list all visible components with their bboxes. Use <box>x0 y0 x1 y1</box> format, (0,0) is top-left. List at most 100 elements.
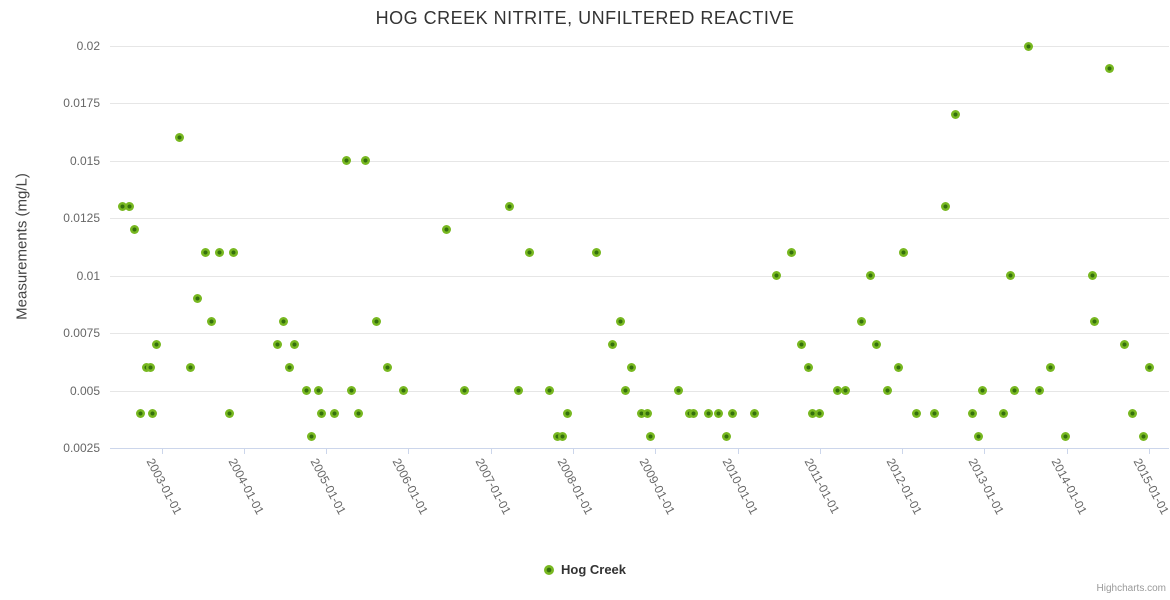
data-point[interactable] <box>1060 432 1070 441</box>
data-point[interactable] <box>642 409 652 419</box>
y-axis-tick-label: 0.0075 <box>63 326 100 341</box>
data-point[interactable] <box>371 317 381 327</box>
data-point[interactable] <box>1045 363 1055 373</box>
x-axis-tick-mark <box>655 448 657 454</box>
data-point[interactable] <box>505 202 515 212</box>
data-point[interactable] <box>714 409 724 419</box>
data-point[interactable] <box>441 225 451 235</box>
data-point[interactable] <box>301 386 311 396</box>
data-point[interactable] <box>129 225 139 235</box>
x-axis-tick-label: 2009-01-01 <box>636 456 679 517</box>
data-point[interactable] <box>1105 64 1115 74</box>
data-point[interactable] <box>771 271 781 281</box>
y-gridline <box>110 275 1169 277</box>
data-point[interactable] <box>689 409 699 419</box>
data-point[interactable] <box>207 317 217 327</box>
data-point[interactable] <box>797 340 807 350</box>
data-point[interactable] <box>124 202 134 212</box>
x-axis-tick-label: 2011-01-01 <box>801 456 843 516</box>
data-point[interactable] <box>342 156 352 166</box>
data-point[interactable] <box>1010 386 1020 396</box>
data-point[interactable] <box>225 409 235 419</box>
data-point[interactable] <box>978 386 988 396</box>
data-point[interactable] <box>329 409 339 419</box>
data-point[interactable] <box>621 386 631 396</box>
data-point[interactable] <box>898 248 908 258</box>
data-point[interactable] <box>117 202 127 212</box>
data-point[interactable] <box>193 294 203 304</box>
data-point[interactable] <box>1087 271 1097 281</box>
data-point[interactable] <box>459 386 469 396</box>
data-point[interactable] <box>998 409 1008 419</box>
data-point[interactable] <box>608 340 617 350</box>
data-point[interactable] <box>626 363 636 373</box>
data-point[interactable] <box>185 363 195 373</box>
data-point[interactable] <box>645 432 655 441</box>
data-point[interactable] <box>872 340 882 350</box>
data-point[interactable] <box>1128 409 1138 419</box>
data-point[interactable] <box>911 409 921 419</box>
highcharts-credit-link[interactable]: Highcharts.com <box>1096 583 1166 594</box>
data-point[interactable] <box>347 386 357 396</box>
data-point[interactable] <box>201 248 211 258</box>
data-point[interactable] <box>557 432 567 441</box>
data-point[interactable] <box>1144 363 1154 373</box>
data-point[interactable] <box>951 110 961 120</box>
data-point[interactable] <box>832 386 842 396</box>
data-point[interactable] <box>929 409 939 419</box>
data-point[interactable] <box>865 271 875 281</box>
data-point[interactable] <box>514 386 524 396</box>
data-point[interactable] <box>1119 340 1129 350</box>
data-point[interactable] <box>361 156 371 166</box>
data-point[interactable] <box>684 409 694 419</box>
data-point[interactable] <box>722 432 732 441</box>
data-point[interactable] <box>175 133 185 143</box>
data-point[interactable] <box>229 248 239 258</box>
data-point[interactable] <box>856 317 866 327</box>
data-point[interactable] <box>1035 386 1045 396</box>
data-point[interactable] <box>1090 317 1100 327</box>
data-point[interactable] <box>273 340 283 350</box>
data-point[interactable] <box>1006 271 1016 281</box>
data-point[interactable] <box>353 409 363 419</box>
data-point[interactable] <box>1138 432 1148 441</box>
data-point[interactable] <box>1024 41 1034 51</box>
data-point[interactable] <box>383 363 393 373</box>
data-point[interactable] <box>882 386 892 396</box>
data-point[interactable] <box>840 386 850 396</box>
data-point[interactable] <box>147 409 157 419</box>
data-point[interactable] <box>803 363 813 373</box>
data-point[interactable] <box>562 409 572 419</box>
data-point[interactable] <box>807 409 817 419</box>
data-point[interactable] <box>544 386 554 396</box>
data-point[interactable] <box>306 432 316 441</box>
data-point[interactable] <box>398 386 408 396</box>
data-point[interactable] <box>552 432 562 441</box>
data-point[interactable] <box>214 248 224 258</box>
data-point[interactable] <box>591 248 601 258</box>
data-point[interactable] <box>524 248 534 258</box>
y-axis-tick-label: 0.02 <box>76 39 100 53</box>
y-axis-title: Measurements (mg/L) <box>13 173 31 320</box>
data-point[interactable] <box>704 409 714 419</box>
data-point[interactable] <box>616 317 626 327</box>
data-point[interactable] <box>787 248 797 258</box>
data-point[interactable] <box>284 363 294 373</box>
data-point[interactable] <box>152 340 162 350</box>
data-point[interactable] <box>636 409 646 419</box>
data-point[interactable] <box>317 409 327 419</box>
data-point[interactable] <box>968 409 978 419</box>
data-point[interactable] <box>941 202 951 212</box>
data-point[interactable] <box>893 363 903 373</box>
legend[interactable]: Hog Creek <box>0 562 1170 577</box>
data-point[interactable] <box>673 386 683 396</box>
data-point[interactable] <box>974 432 984 441</box>
data-point[interactable] <box>278 317 288 327</box>
data-point[interactable] <box>728 409 738 419</box>
data-point[interactable] <box>146 363 156 373</box>
data-point[interactable] <box>289 340 299 350</box>
data-point[interactable] <box>749 409 759 419</box>
data-point[interactable] <box>314 386 324 396</box>
data-point[interactable] <box>136 409 146 419</box>
data-point[interactable] <box>814 409 824 419</box>
